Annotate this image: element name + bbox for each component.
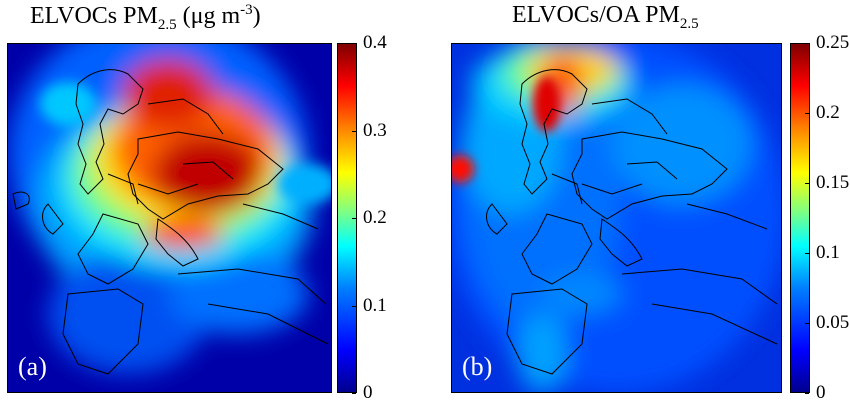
colorbar-tick-label: 0.2 [816,102,840,123]
colorbar-tick-mark [805,253,809,254]
colorbar-tick-mark [352,305,356,307]
colorbar-tick-mark [805,43,809,44]
panel-b-title: ELVOCs/OA PM2.5 [512,2,699,33]
panel-a-concentration-field [8,44,331,392]
panel-a-map [7,43,332,393]
colorbar-tick-mark [805,183,809,184]
panel-b-label: (b) [462,352,493,381]
colorbar-tick-mark [352,393,356,394]
panel-a-title-main: ELVOCs PM [30,3,158,29]
colorbar-tick-mark [352,43,356,44]
panel-b-title-sub: 2.5 [679,15,699,32]
panel-b-colorbar [790,43,810,393]
colorbar-tick-label: 0.25 [816,32,850,53]
colorbar-tick-label: 0.4 [363,32,387,53]
colorbar-tick-label: 0.2 [363,207,387,228]
colorbar-tick-label: 0.3 [363,119,387,141]
colorbar-tick-mark [805,393,809,394]
panel-a-label: (a) [18,352,47,381]
panel-b-title-main: ELVOCs/OA PM [512,2,680,28]
panel-b-map [451,43,782,393]
colorbar-tick-label: 0 [363,382,373,403]
colorbar-tick-label: 0.05 [816,312,850,333]
panel-a-title-unit: (μg m-3) [182,2,261,29]
colorbar-tick-label: 0 [816,382,826,403]
colorbar-tick-mark [805,113,809,114]
colorbar-tick-label: 0.1 [363,294,387,316]
colorbar-tick-mark [352,218,356,219]
colorbar-tick-label: 0.15 [816,172,850,193]
panel-a-title: ELVOCs PM2.5 (μg m-3) [30,2,261,34]
panel-a-title-sub: 2.5 [157,16,177,33]
colorbar-tick-mark [352,130,356,132]
colorbar-tick-label: 0.1 [816,242,840,263]
colorbar-tick-mark [805,323,809,324]
panel-b-ratio-field [452,44,781,392]
